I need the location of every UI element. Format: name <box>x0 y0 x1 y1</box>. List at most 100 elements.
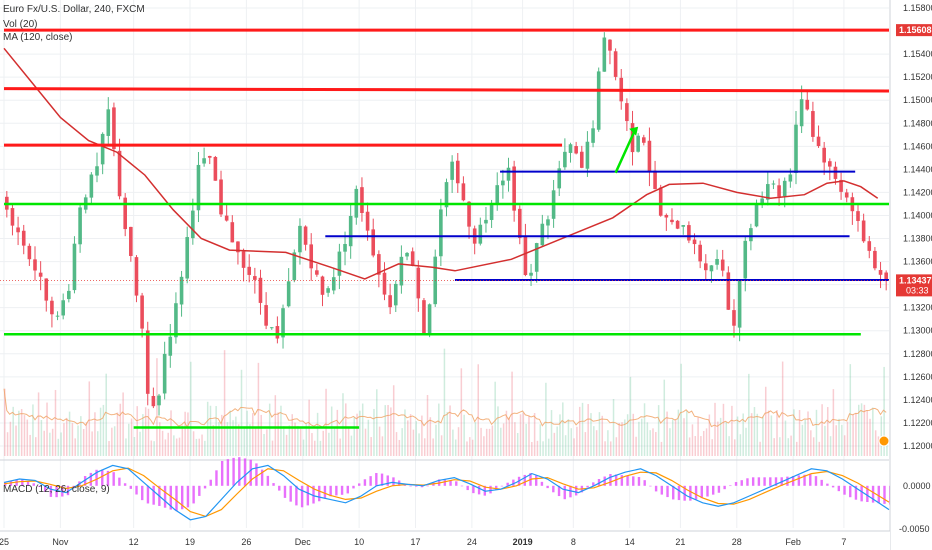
price-tick-label: 1.13800 <box>903 234 932 244</box>
candle-body <box>179 276 184 305</box>
drawn-levels[interactable] <box>3 28 890 429</box>
volume-bar <box>531 441 533 456</box>
price-tick-label: 1.15800 <box>903 3 932 13</box>
candle-body <box>55 315 60 317</box>
volume-bar <box>550 410 553 456</box>
volume-bar <box>812 437 815 456</box>
time-axis[interactable]: 25 Nov 12 19 26 Dec 10 17 24 2019 8 14 21 28 Feb 7 <box>0 530 890 550</box>
volume-bar <box>708 414 711 456</box>
time-tick-label: 19 <box>185 537 195 547</box>
volume-bar <box>638 421 640 456</box>
candle-body <box>151 395 156 407</box>
macd-histogram-bar <box>272 483 275 486</box>
candle-body <box>422 300 426 334</box>
macd-histogram-bar <box>358 483 361 486</box>
volume-bar <box>356 413 358 456</box>
candle-body <box>856 211 860 221</box>
symbol-legend[interactable]: Euro Fx/U.S. Dollar, 240, FXCM <box>3 4 145 15</box>
macd-histogram-bar <box>300 485 304 508</box>
volume-bar <box>818 441 821 456</box>
candle-body <box>715 258 719 265</box>
price-tick-label: 1.14000 <box>903 210 932 220</box>
volume-bar <box>274 395 277 456</box>
macd-histogram-bar <box>192 485 195 504</box>
volume-bar <box>528 415 530 456</box>
macd-histogram-bar <box>489 485 492 494</box>
volume-bar <box>105 373 107 456</box>
candle-body <box>326 288 330 293</box>
candle-body <box>439 209 443 257</box>
ma-120-path <box>3 47 879 280</box>
candle-body <box>100 133 105 165</box>
volume-bar <box>784 420 787 456</box>
macd-histogram-bar <box>369 476 372 486</box>
time-tick-label: 25 <box>0 537 9 547</box>
candle-body <box>67 290 71 300</box>
time-axis-background <box>0 531 890 550</box>
macd-histogram-bar <box>654 485 658 492</box>
volume-legend[interactable]: Vol (20) <box>3 19 38 30</box>
candle-body <box>613 51 618 77</box>
time-tick-label: 21 <box>675 537 685 547</box>
macd-histogram-bar <box>466 485 469 491</box>
volume-bar <box>333 426 336 456</box>
volume-bar <box>142 414 144 456</box>
volume-bar <box>232 420 234 456</box>
volume-bar <box>883 366 885 456</box>
candle-body <box>574 146 578 154</box>
candle-body <box>140 295 144 329</box>
volume-bar <box>342 393 344 456</box>
candle-body <box>61 300 65 316</box>
volume-bar <box>9 421 12 456</box>
volume-bar <box>170 410 172 456</box>
volume-bar <box>384 405 386 456</box>
volume-bar <box>525 423 527 456</box>
macd-histogram-bar <box>135 485 138 495</box>
macd-histogram-bar <box>329 485 332 497</box>
volume-bar <box>643 403 646 456</box>
macd-histogram-bar <box>672 485 675 500</box>
candle-body <box>557 168 562 189</box>
volume-bar <box>810 430 812 456</box>
volume-bar <box>119 403 122 456</box>
arrow-shaft <box>614 129 637 174</box>
volume-bar <box>322 430 324 456</box>
price-tick-label: 1.15200 <box>903 72 932 82</box>
candle-body <box>506 167 511 181</box>
volume-bar <box>598 412 601 456</box>
candle-body <box>461 183 466 201</box>
candle-body <box>360 187 364 213</box>
candle-body <box>867 241 872 251</box>
volume-bar <box>325 388 327 456</box>
volume-bar <box>302 439 305 456</box>
candle-body <box>145 330 150 394</box>
volume-bar <box>260 414 262 456</box>
candle-body <box>365 211 370 231</box>
ma-legend[interactable]: MA (120, close) <box>3 32 73 43</box>
candle-body <box>388 295 392 308</box>
volume-bar <box>395 432 398 456</box>
red-level-line[interactable] <box>3 87 890 93</box>
macd-histogram-bar <box>563 485 566 500</box>
macd-histogram-bar <box>249 459 252 486</box>
macd-histogram-bar <box>209 479 212 486</box>
macd-histogram-bar <box>700 485 703 499</box>
candle-body <box>732 310 736 326</box>
macd-histogram-bar <box>323 485 327 499</box>
candle-body <box>95 166 99 176</box>
candle-body <box>21 230 26 246</box>
volume-bar <box>381 436 384 456</box>
volume-bar <box>705 428 708 456</box>
macd-legend[interactable]: MACD (12, 26, close, 9) <box>3 484 110 495</box>
volume-bar <box>144 407 147 456</box>
volume-bar <box>280 405 282 456</box>
volume-bar <box>68 411 71 456</box>
macd-histogram-bar <box>626 475 629 486</box>
volume-bar <box>99 407 102 456</box>
volume-bar <box>829 436 832 456</box>
resistance-price-badge <box>896 24 932 37</box>
volume-bar <box>218 422 220 456</box>
volume-bar <box>440 435 443 456</box>
